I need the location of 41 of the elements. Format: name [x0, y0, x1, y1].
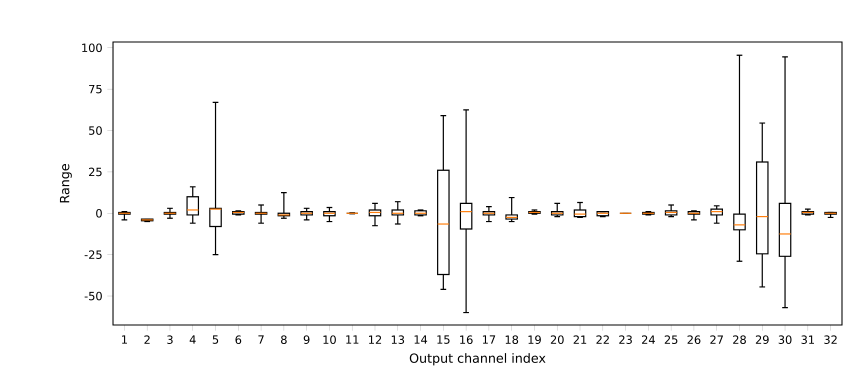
x-axis-title: Output channel index: [410, 353, 546, 366]
y-tick-label: -25: [84, 250, 102, 259]
x-tick-label: 21: [574, 335, 586, 344]
y-tick-label: -50: [84, 292, 102, 300]
x-tick-label: 3: [167, 335, 173, 344]
x-tick-label: 20: [550, 335, 564, 344]
y-tick-label: 75: [89, 84, 102, 94]
x-tick-label: 24: [642, 335, 655, 344]
y-tick-label: 50: [89, 126, 102, 135]
x-tick-label: 6: [235, 335, 242, 344]
x-tick-label: 1: [122, 335, 127, 344]
x-tick-label: 31: [801, 335, 814, 344]
x-tick-label: 28: [733, 335, 746, 344]
x-tick-label: 26: [688, 335, 700, 344]
x-tick-label: 15: [437, 335, 450, 344]
x-tick-label: 30: [778, 335, 792, 344]
x-tick-label: 16: [460, 335, 473, 344]
x-tick-label: 27: [710, 335, 723, 344]
x-tick-label: 29: [756, 335, 769, 344]
x-tick-label: 23: [619, 335, 632, 344]
x-tick-label: 22: [596, 335, 609, 344]
x-tick-label: 17: [482, 335, 496, 344]
x-tick-label: 2: [144, 335, 150, 344]
x-tick-label: 12: [369, 335, 382, 344]
x-tick-label: 13: [392, 335, 404, 344]
x-tick-label: 5: [212, 335, 218, 344]
x-tick-label: 7: [258, 335, 264, 344]
x-tick-label: 14: [414, 335, 428, 344]
x-tick-label: 4: [190, 335, 196, 344]
x-tick-label: 8: [281, 335, 287, 344]
y-tick-label: 25: [89, 168, 102, 176]
y-tick-label: 100: [82, 44, 102, 52]
x-tick-label: 10: [323, 335, 336, 344]
x-tick-label: 19: [528, 335, 541, 344]
x-tick-label: 18: [506, 335, 518, 344]
y-axis-title: Range: [60, 164, 72, 202]
x-tick-label: 11: [346, 335, 358, 344]
x-tick-label: 25: [664, 335, 678, 344]
y-tick-label: 0: [96, 208, 102, 218]
x-tick-label: 9: [304, 335, 310, 344]
x-tick-label: 32: [824, 335, 837, 344]
